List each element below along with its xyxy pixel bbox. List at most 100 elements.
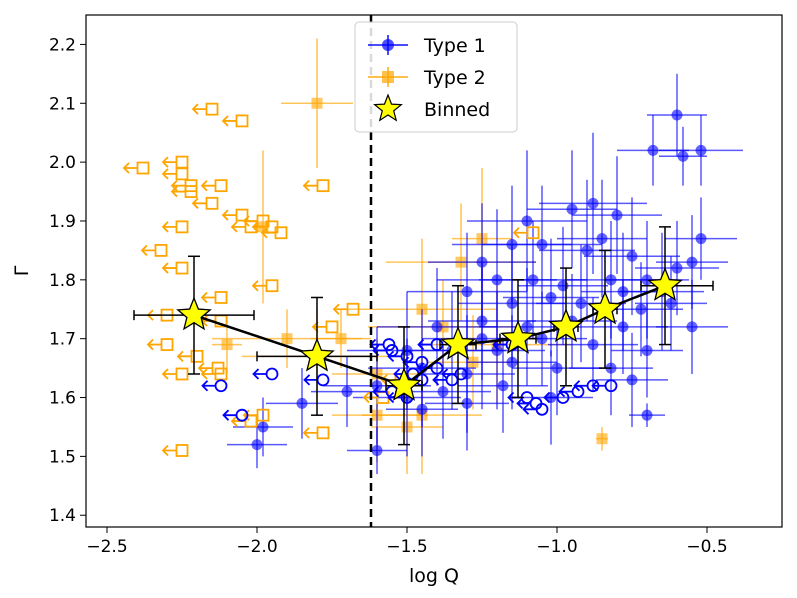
type1-marker bbox=[437, 386, 449, 398]
type1-point bbox=[647, 73, 707, 157]
type2-upper-limit bbox=[200, 291, 228, 304]
type2-limit-marker bbox=[175, 167, 189, 181]
type1-marker bbox=[641, 274, 653, 286]
type1-limit-marker bbox=[604, 379, 618, 393]
type2-limit-marker bbox=[160, 338, 174, 351]
binned-star-marker bbox=[500, 319, 536, 354]
type1-marker bbox=[611, 209, 623, 221]
y-axis-label: Γ bbox=[11, 265, 33, 276]
type2-limit-marker bbox=[175, 444, 189, 457]
type2-limit-marker bbox=[190, 349, 204, 363]
type2-limit-arrow bbox=[230, 221, 245, 233]
type2-upper-limit bbox=[191, 102, 219, 116]
type1-point bbox=[629, 403, 665, 427]
type1-marker bbox=[296, 397, 308, 409]
type2-upper-limit bbox=[302, 426, 330, 440]
type2-limit-arrow bbox=[260, 227, 275, 239]
type2-marker bbox=[281, 333, 293, 345]
type2-point bbox=[281, 38, 353, 169]
type1-marker bbox=[635, 303, 647, 315]
type1-marker bbox=[677, 150, 689, 162]
x-tick-label: −1.0 bbox=[536, 537, 577, 557]
type2-limit-arrow bbox=[161, 444, 176, 457]
y-tick-label: 1.9 bbox=[49, 212, 76, 232]
type2-upper-limit bbox=[221, 208, 249, 222]
type2-limit-arrow bbox=[221, 209, 236, 221]
type1-point bbox=[449, 291, 545, 410]
type2-limit-arrow bbox=[161, 262, 176, 274]
binned-star-marker bbox=[299, 337, 335, 372]
plot-area bbox=[122, 15, 743, 527]
type2-limit-arrow bbox=[200, 180, 215, 192]
type1-limit-arrow bbox=[522, 403, 537, 415]
type1-marker bbox=[371, 444, 383, 456]
type1-point bbox=[347, 426, 407, 475]
type1-upper-limit bbox=[222, 408, 249, 422]
type2-limit-marker bbox=[214, 179, 228, 193]
y-tick-label: 1.4 bbox=[49, 506, 76, 526]
type1-marker bbox=[641, 344, 653, 356]
x-tick-label: −0.5 bbox=[686, 537, 727, 557]
binned-point bbox=[640, 226, 714, 346]
type1-marker bbox=[521, 215, 533, 227]
type1-marker bbox=[581, 244, 593, 256]
legend-entry-binned: Binned bbox=[373, 93, 490, 122]
type1-point bbox=[659, 126, 707, 186]
type1-limit-arrow bbox=[387, 350, 402, 362]
type2-limit-arrow bbox=[170, 185, 185, 198]
type1-marker bbox=[506, 297, 518, 309]
type1-marker bbox=[461, 397, 473, 409]
type1-point bbox=[386, 362, 458, 457]
type2-upper-limit bbox=[170, 185, 198, 198]
type2-upper-limit bbox=[332, 302, 360, 316]
type1-marker bbox=[617, 286, 629, 298]
type2-marker bbox=[311, 97, 323, 109]
type1-marker bbox=[491, 344, 503, 356]
type2-limit-marker bbox=[214, 291, 228, 304]
type1-marker bbox=[575, 297, 587, 309]
type1-marker bbox=[686, 256, 698, 268]
type1-marker bbox=[671, 109, 683, 121]
type1-limit-arrow bbox=[573, 380, 588, 392]
type2-upper-limit bbox=[161, 261, 189, 275]
type1-limit-arrow bbox=[252, 368, 267, 380]
type2-limit-marker bbox=[205, 196, 219, 210]
type1-limit-arrow bbox=[441, 368, 456, 380]
type1-marker bbox=[641, 409, 653, 421]
type2-limit-arrow bbox=[161, 156, 176, 168]
type1-point bbox=[584, 197, 680, 316]
type2-upper-limit bbox=[161, 367, 189, 381]
type1-point bbox=[536, 244, 626, 363]
type1-marker bbox=[665, 297, 677, 309]
y-tick-label: 1.5 bbox=[49, 447, 76, 467]
type2-marker bbox=[335, 333, 347, 345]
type2-limit-arrow bbox=[161, 368, 176, 380]
type2-limit-marker bbox=[184, 185, 198, 198]
y-tick-label: 2.1 bbox=[49, 94, 76, 114]
type1-upper-limit bbox=[441, 367, 468, 381]
type1-marker bbox=[545, 291, 557, 303]
type2-limit-arrow bbox=[146, 338, 161, 351]
type1-marker bbox=[341, 386, 353, 398]
type2-limit-arrow bbox=[191, 197, 206, 209]
legend-type2-marker bbox=[382, 71, 394, 83]
type1-point bbox=[596, 332, 668, 427]
type1-marker bbox=[695, 144, 707, 156]
type1-point bbox=[482, 185, 602, 304]
type2-limit-arrow bbox=[161, 221, 176, 233]
type2-limit-marker bbox=[136, 161, 150, 175]
type1-limit-arrow bbox=[303, 374, 318, 386]
type2-point bbox=[311, 309, 371, 369]
type1-marker bbox=[257, 421, 269, 433]
type2-limit-marker bbox=[265, 279, 279, 293]
type1-limit-marker bbox=[265, 367, 279, 381]
type2-limit-marker bbox=[175, 220, 189, 234]
type2-limit-marker bbox=[256, 408, 270, 422]
type1-marker bbox=[647, 144, 659, 156]
type1-limit-marker bbox=[214, 379, 228, 393]
type2-limit-arrow bbox=[200, 368, 215, 380]
type1-limit-arrow bbox=[372, 386, 387, 398]
type1-marker bbox=[695, 233, 707, 245]
type1-marker bbox=[626, 374, 638, 386]
